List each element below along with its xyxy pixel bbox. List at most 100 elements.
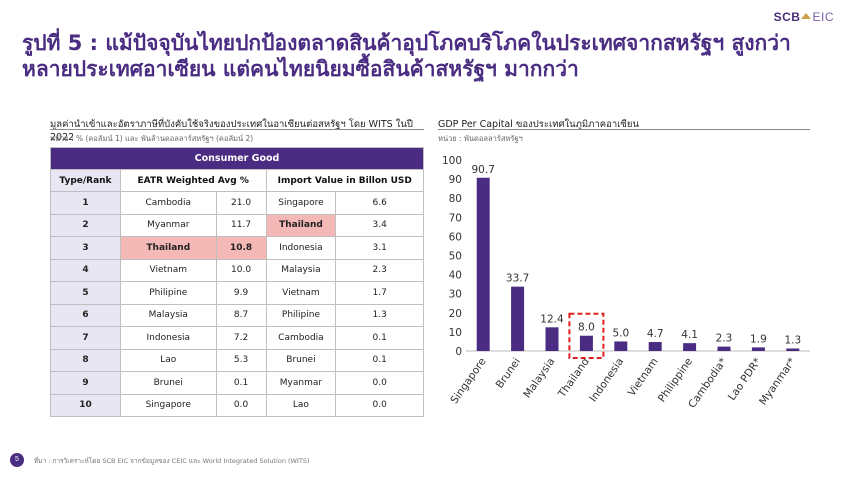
y-tick-label: 100 <box>442 155 462 167</box>
logo-scb-text: SCB <box>773 10 801 24</box>
eatr-country-cell: Brunei <box>119 371 217 395</box>
eatr-country-cell: Lao <box>119 348 217 372</box>
x-tick-label: Malaysia <box>521 356 557 400</box>
eatr-country-cell: Cambodia <box>119 191 217 215</box>
table-row: 9 Brunei 0.1 Myanmar 0.0 <box>50 371 424 395</box>
table-row: 6 Malaysia 8.7 Philipine 1.3 <box>50 303 424 327</box>
import-value-cell: 2.3 <box>335 258 424 282</box>
y-tick-label: 20 <box>449 308 462 320</box>
table-title-divider <box>50 129 424 130</box>
table-row: 4 Vietnam 10.0 Malaysia 2.3 <box>50 258 424 282</box>
eatr-value-cell: 7.2 <box>215 326 267 350</box>
import-value-cell: 0.0 <box>335 393 424 417</box>
import-country-cell: Indonesia <box>265 236 337 260</box>
x-tick-label: Indonesia <box>587 356 626 404</box>
import-country-cell: Vietnam <box>265 281 337 305</box>
eatr-value-cell: 9.9 <box>215 281 267 305</box>
eatr-country-cell: Myanmar <box>119 213 217 237</box>
chart-title-divider <box>438 129 810 130</box>
import-country-cell: Cambodia <box>265 326 337 350</box>
x-tick-label: Singapore <box>448 356 488 406</box>
table-row: 2 Myanmar 11.7 Thailand 3.4 <box>50 213 424 237</box>
x-tick-label: Brunei <box>494 356 523 391</box>
import-value-cell: 0.1 <box>335 348 424 372</box>
logo-hat-icon <box>801 13 812 19</box>
page-number: 5 <box>10 453 24 467</box>
rank-cell: 5 <box>50 281 121 305</box>
eatr-value-cell: 8.7 <box>215 303 267 327</box>
y-tick-label: 50 <box>449 251 462 263</box>
rank-cell: 4 <box>50 258 121 282</box>
rank-cell: 1 <box>50 191 121 215</box>
bar <box>717 346 731 351</box>
bar-value-label: 1.9 <box>750 333 767 345</box>
source-note: ที่มา : การวิเคราะห์โดย SCB EIC จากข้อมู… <box>34 457 310 465</box>
eatr-country-cell: Vietnam <box>119 258 217 282</box>
bar <box>579 335 593 351</box>
logo-eic-text: EIC <box>812 10 834 24</box>
table-unit: หน่วย : % (คอลัมน์ 1) และ พันล้านดอลลาร์… <box>50 134 254 143</box>
y-tick-label: 10 <box>449 327 462 339</box>
x-tick-label: Lao PDR* <box>726 356 764 403</box>
eatr-country-cell: Thailand <box>119 236 217 260</box>
table-group-header: Consumer Good <box>50 147 424 170</box>
x-tick-label: Philippine <box>656 356 695 405</box>
header-eatr: EATR Weighted Avg % <box>119 169 267 192</box>
x-tick-label: Vietnam <box>626 356 661 399</box>
import-country-cell: Brunei <box>265 348 337 372</box>
bar <box>476 177 490 351</box>
import-value-cell: 6.6 <box>335 191 424 215</box>
eatr-value-cell: 0.0 <box>215 393 267 417</box>
gdp-per-capita-bar-chart: 0 10 20 30 40 50 60 70 80 90 100 90.7 Singapore 33.7 B… <box>442 155 810 411</box>
y-tick-label: 60 <box>449 231 462 243</box>
rank-cell: 7 <box>50 326 121 350</box>
eatr-value-cell: 0.1 <box>215 371 267 395</box>
bar <box>648 342 662 351</box>
import-country-cell: Thailand <box>265 213 337 237</box>
eatr-country-cell: Philipine <box>119 281 217 305</box>
import-value-cell: 0.1 <box>335 326 424 350</box>
rank-cell: 3 <box>50 236 121 260</box>
eatr-value-cell: 11.7 <box>215 213 267 237</box>
bar-value-label: 2.3 <box>716 333 733 345</box>
rank-cell: 2 <box>50 213 121 237</box>
table-body: 1 Cambodia 21.0 Singapore 6.6 2 Myanmar 11.7 Tha… <box>50 191 424 417</box>
table-row: 7 Indonesia 7.2 Cambodia 0.1 <box>50 326 424 350</box>
bar-value-label: 90.7 <box>472 164 495 176</box>
y-tick-label: 40 <box>449 270 462 282</box>
eatr-value-cell: 5.3 <box>215 348 267 372</box>
bar-value-label: 1.3 <box>784 335 801 347</box>
eatr-country-cell: Indonesia <box>119 326 217 350</box>
import-value-cell: 3.4 <box>335 213 424 237</box>
rank-cell: 8 <box>50 348 121 372</box>
import-value-cell: 3.1 <box>335 236 424 260</box>
table-title: มูลค่านำเข้าและอัตราภาษีที่บังคับใช้จริง… <box>50 119 413 143</box>
eatr-country-cell: Singapore <box>119 393 217 417</box>
table-row: 10 Singapore 0.0 Lao 0.0 <box>50 393 424 417</box>
rank-cell: 10 <box>50 393 121 417</box>
y-tick-label: 70 <box>449 212 462 224</box>
highlight-box <box>568 312 605 359</box>
y-tick-label: 30 <box>449 289 462 301</box>
y-tick-label: 90 <box>449 174 462 186</box>
bar <box>683 343 697 351</box>
eatr-country-cell: Malaysia <box>119 303 217 327</box>
bar-value-label: 5.0 <box>612 327 629 339</box>
bar-value-label: 12.4 <box>540 313 564 325</box>
import-value-cell: 0.0 <box>335 371 424 395</box>
table-row: 1 Cambodia 21.0 Singapore 6.6 <box>50 191 424 215</box>
scb-eic-logo: SCB EIC <box>774 10 834 24</box>
import-country-cell: Myanmar <box>265 371 337 395</box>
rank-cell: 6 <box>50 303 121 327</box>
import-country-cell: Malaysia <box>265 258 337 282</box>
bar-value-label: 4.7 <box>647 328 664 340</box>
bar <box>614 341 628 351</box>
import-country-cell: Lao <box>265 393 337 417</box>
x-tick-label: Myanmar* <box>757 356 798 408</box>
table-row: 8 Lao 5.3 Brunei 0.1 <box>50 348 424 372</box>
bar <box>511 286 525 351</box>
bar-value-label: 8.0 <box>578 322 595 334</box>
header-import: Import Value in Billon USD <box>265 169 424 192</box>
bar-value-label: 33.7 <box>506 273 529 285</box>
import-value-cell: 1.3 <box>335 303 424 327</box>
